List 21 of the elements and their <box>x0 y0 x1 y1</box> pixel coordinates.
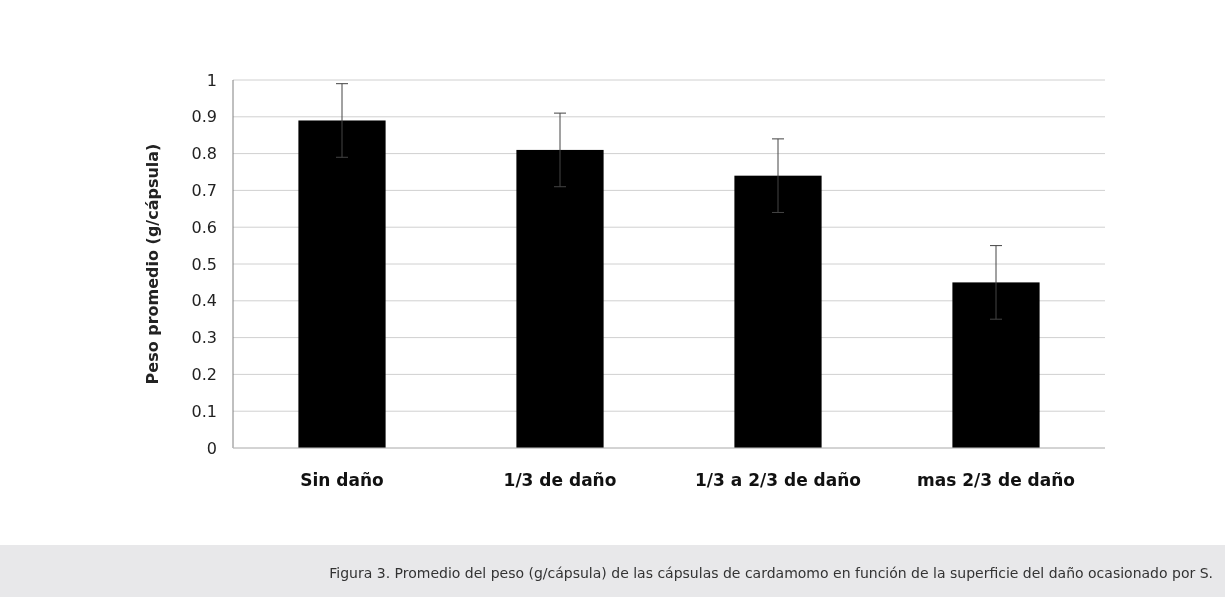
bar <box>516 149 604 448</box>
y-tick-label: 0.7 <box>191 181 217 200</box>
y-tick-label: 0.4 <box>191 291 217 311</box>
bar <box>298 120 386 448</box>
y-tick-label: 0.6 <box>191 217 217 237</box>
x-tick-label: 1/3 a 2/3 de daño <box>695 470 861 490</box>
y-tick-label: 1 <box>206 70 217 90</box>
bar <box>734 175 822 448</box>
y-tick-label: 0.9 <box>191 107 217 127</box>
x-tick-label: 1/3 de daño <box>503 470 617 490</box>
x-tick-label: Sin daño <box>300 470 384 490</box>
y-tick-label: 0.2 <box>191 365 217 384</box>
y-tick-label: 0.8 <box>191 144 217 164</box>
text: Figura 3. Promedio del peso (g/cápsula) de las cápsulas de cardamomo en función de la superficie del daño ocasionado por S. <box>329 565 1213 581</box>
y-tick-label: 0 <box>206 438 217 458</box>
y-tick-label: 0.3 <box>191 328 217 348</box>
y-tick-label: 0.5 <box>191 254 217 274</box>
y-axis-title: Peso promedio (g/cápsula) <box>143 143 162 385</box>
bar <box>952 282 1040 448</box>
x-tick-label: mas 2/3 de daño <box>916 470 1076 490</box>
y-tick-label: 0.1 <box>191 401 217 421</box>
